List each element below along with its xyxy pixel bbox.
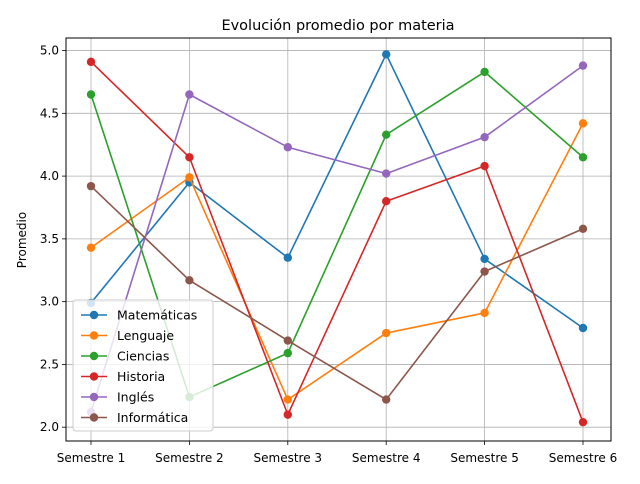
data-point — [283, 348, 292, 358]
data-point — [86, 57, 96, 67]
series-line — [90, 123, 584, 401]
series-informática — [86, 181, 588, 404]
series-line — [90, 53, 584, 329]
data-point — [283, 395, 292, 404]
data-point — [86, 243, 96, 252]
legend-entry: Lenguaje — [81, 328, 174, 343]
data-point — [185, 153, 194, 162]
series-line — [90, 64, 584, 413]
legend-label: Matemáticas — [117, 308, 197, 323]
data-point — [578, 417, 588, 427]
series-line — [90, 185, 584, 401]
data-point — [480, 308, 489, 318]
data-point — [86, 181, 96, 191]
legend-entry: Historia — [81, 369, 165, 384]
data-point — [382, 50, 391, 59]
data-point — [283, 143, 292, 152]
legend-marker — [89, 331, 99, 340]
legend-entry: Inglés — [81, 390, 154, 405]
series-line — [90, 61, 584, 423]
axis-ticks: Semestre 1 Semestre 2 Semestre 3 Semestre 4… — [40, 44, 617, 465]
series-matemáticas — [86, 50, 588, 333]
x-tick-label: Semestre 5 — [450, 451, 519, 465]
legend-marker — [89, 413, 99, 422]
legend-marker — [89, 392, 99, 402]
legend-entry: Informática — [81, 410, 188, 425]
x-tick-label: Semestre 2 — [155, 451, 224, 465]
y-tick-label: 2.0 — [40, 420, 59, 434]
data-point — [382, 169, 391, 178]
x-tick-label: Semestre 6 — [549, 451, 618, 465]
series-inglés — [86, 61, 588, 417]
y-tick-label: 4.5 — [40, 106, 59, 120]
y-tick-label: 5.0 — [40, 44, 59, 58]
data-point — [480, 267, 489, 276]
y-tick-label: 4.0 — [40, 169, 59, 183]
data-point — [480, 67, 489, 77]
legend-label: Historia — [117, 369, 165, 384]
chart-title: Evolución promedio por materia — [221, 18, 454, 34]
legend-label: Ciencias — [117, 349, 169, 364]
legend-label: Inglés — [117, 390, 154, 405]
data-point — [578, 153, 588, 162]
data-point — [283, 336, 292, 345]
data-point — [382, 130, 391, 139]
data-point — [382, 197, 391, 206]
y-tick-label: 2.5 — [40, 357, 59, 371]
legend-marker — [89, 372, 99, 381]
plot-frame — [65, 37, 612, 442]
y-axis-label: Promedio — [15, 212, 29, 268]
x-tick-label: Semestre 1 — [57, 451, 126, 465]
series-layer — [86, 50, 588, 427]
legend-label: Informática — [117, 410, 188, 425]
data-point — [185, 173, 194, 182]
grid-lines — [66, 38, 611, 441]
data-point — [480, 254, 489, 264]
legend: Matemáticas Lenguaje Ciencias Historia Inglé… — [72, 299, 214, 432]
data-point — [185, 90, 194, 99]
x-tick-label: Semestre 4 — [352, 451, 421, 465]
data-point — [480, 132, 489, 142]
data-point — [283, 410, 292, 419]
data-point — [578, 224, 588, 234]
data-point — [480, 161, 489, 171]
data-point — [185, 276, 194, 285]
legend-label: Lenguaje — [117, 328, 174, 343]
y-tick-label: 3.0 — [40, 295, 59, 309]
data-point — [578, 61, 588, 70]
data-point — [578, 323, 588, 333]
data-point — [382, 328, 391, 338]
series-lenguaje — [86, 119, 588, 404]
legend-entry: Ciencias — [81, 349, 169, 364]
legend-marker — [89, 310, 99, 320]
data-point — [382, 395, 391, 404]
data-point — [578, 119, 588, 128]
legend-box — [72, 299, 214, 432]
data-point — [86, 90, 96, 99]
y-tick-label: 3.5 — [40, 232, 59, 246]
series-historia — [86, 57, 588, 427]
legend-marker — [89, 351, 99, 361]
data-point — [283, 253, 292, 262]
x-tick-label: Semestre 3 — [254, 451, 323, 465]
legend-entry: Matemáticas — [81, 308, 197, 323]
